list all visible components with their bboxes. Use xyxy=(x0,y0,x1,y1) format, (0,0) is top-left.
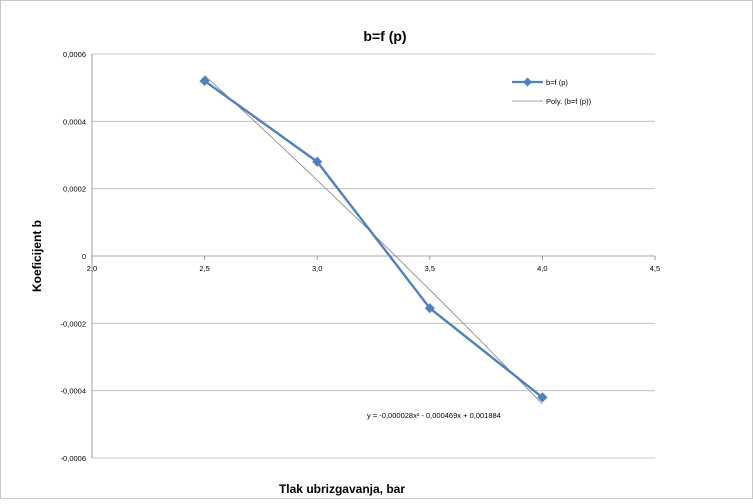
y-tick-label: 0 xyxy=(82,252,86,261)
y-axis-title: Koeficijent b xyxy=(30,220,44,292)
chart-title: b=f (p) xyxy=(363,28,406,44)
legend-series-label: b=f (p) xyxy=(546,78,568,87)
x-axis-title: Tlak ubrizgavanja, bar xyxy=(279,482,405,496)
x-tick-label: 4,0 xyxy=(537,264,547,273)
x-tick-label: 4,5 xyxy=(650,264,660,273)
data-point-marker xyxy=(199,75,210,87)
x-axis: 2,0 2,5 3,0 3,5 4,0 4,5 xyxy=(87,54,660,458)
y-tick-label: 0,0002 xyxy=(63,185,86,194)
y-tick-label: -0,0006 xyxy=(61,454,86,463)
y-tick-label: 0,0006 xyxy=(63,50,86,59)
legend-trendline-label: Poly. (b=f (p)) xyxy=(546,97,592,106)
x-tick-label: 2,5 xyxy=(199,264,209,273)
y-tick-label: -0,0004 xyxy=(61,387,86,396)
y-tick-label: 0,0004 xyxy=(63,117,86,126)
series-line xyxy=(203,79,544,399)
y-tick-label: -0,0002 xyxy=(61,319,86,328)
x-tick-label: 2,0 xyxy=(87,264,97,273)
equation-label: y = -0,000028x² - 0,000469x + 0,001884 xyxy=(367,411,501,420)
y-axis-labels: 0,0006 0,0004 0,0002 0 -0,0002 -0,0004 -0,0006 xyxy=(61,50,86,463)
x-tick-label: 3,5 xyxy=(425,264,435,273)
x-tick-label: 3,0 xyxy=(312,264,322,273)
gridlines xyxy=(92,53,655,459)
